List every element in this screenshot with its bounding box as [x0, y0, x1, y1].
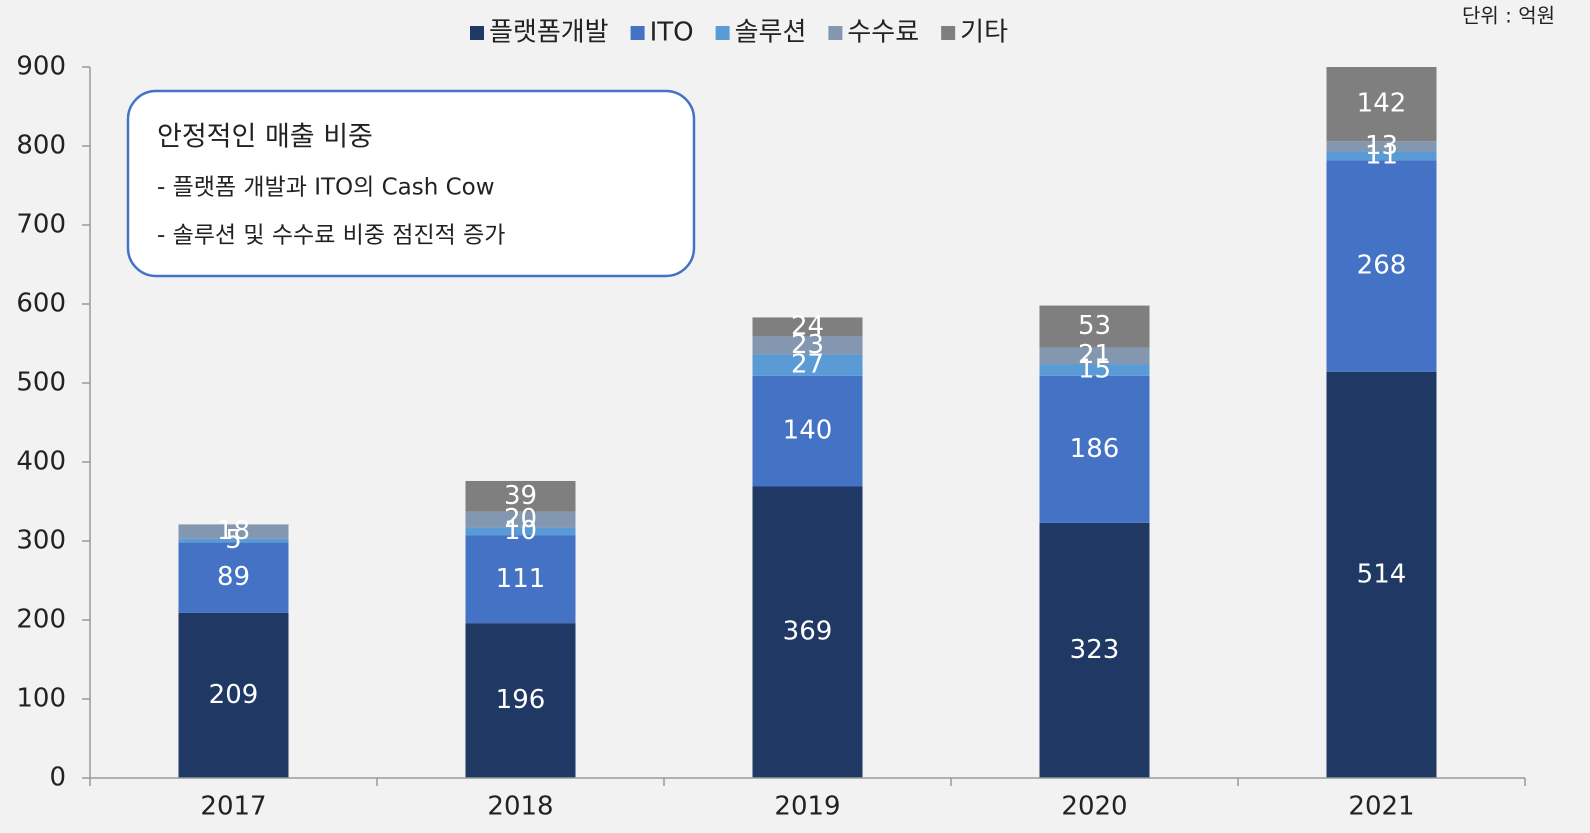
bar-segment: [465, 480, 576, 512]
value-label: 140: [783, 416, 833, 446]
y-tick-label: 0: [49, 763, 66, 793]
y-tick-label: 100: [16, 684, 66, 714]
bar-segment: [1326, 371, 1437, 778]
y-tick-label: 800: [16, 131, 66, 161]
unit-note: 단위 : 억원: [1462, 4, 1555, 28]
bar-segment: [465, 623, 576, 778]
value-label: 21: [1078, 340, 1111, 370]
bar-segment: [1326, 141, 1437, 152]
value-label: 53: [1078, 311, 1111, 341]
value-label: 142: [1357, 89, 1407, 119]
value-label: 20: [504, 504, 537, 534]
bar-segment: [1039, 347, 1150, 365]
legend-swatch: [941, 26, 956, 40]
x-tick-label: 2020: [1061, 792, 1127, 822]
legend-label: 솔루션: [735, 18, 807, 48]
bar-segment: [465, 535, 576, 624]
x-tick-label: 2017: [200, 792, 266, 822]
bar-segment: [1326, 160, 1437, 372]
bar-segment: [752, 336, 863, 355]
value-label: 268: [1357, 251, 1407, 281]
bar-segment: [1039, 375, 1150, 523]
bar-segment: [1039, 364, 1150, 376]
bar-segment: [752, 375, 863, 487]
legend-label: 수수료: [847, 18, 919, 48]
bar-segment: [1326, 151, 1437, 161]
value-label: 111: [496, 564, 546, 594]
value-label: 10: [504, 516, 537, 546]
x-tick-label: 2019: [774, 792, 840, 822]
legend-label: ITO: [650, 18, 694, 48]
y-tick-label: 200: [16, 605, 66, 635]
bars: [178, 67, 1437, 778]
value-label: 196: [496, 685, 546, 715]
legend-swatch: [715, 26, 730, 40]
value-label: 18: [217, 516, 250, 546]
value-label: 514: [1357, 559, 1407, 589]
annotation-line: - 솔루션 및 수수료 비중 점진적 증가: [157, 223, 505, 249]
bar-segment: [178, 538, 289, 543]
bar-segment: [752, 317, 863, 337]
bar-segment: [752, 354, 863, 376]
value-label: 323: [1070, 635, 1120, 665]
bar-segment: [1039, 305, 1150, 348]
legend-swatch: [630, 26, 645, 40]
x-tick-label: 2021: [1348, 792, 1414, 822]
value-label: 186: [1070, 434, 1120, 464]
bar-segment: [178, 612, 289, 778]
y-tick-label: 400: [16, 447, 66, 477]
bar-segment: [465, 527, 576, 536]
value-label: 13: [1365, 131, 1398, 161]
value-label: 5: [225, 525, 242, 555]
value-label: 11: [1365, 140, 1398, 170]
value-label: 27: [791, 350, 824, 380]
bar-segment: [178, 524, 289, 539]
y-tick-label: 700: [16, 210, 66, 240]
legend-label: 플랫폼개발: [489, 18, 609, 48]
value-label: 15: [1078, 354, 1111, 384]
bar-segment: [465, 511, 576, 528]
y-tick-label: 600: [16, 289, 66, 319]
legend-swatch: [828, 26, 843, 40]
value-label: 24: [791, 311, 824, 341]
value-label: 209: [209, 680, 259, 710]
y-tick-label: 300: [16, 526, 66, 556]
annotation-line: - 플랫폼 개발과 ITO의 Cash Cow: [157, 175, 495, 201]
y-tick-label: 500: [16, 368, 66, 398]
value-label: 89: [217, 562, 250, 592]
value-label: 23: [791, 330, 824, 360]
x-tick-label: 2018: [487, 792, 553, 822]
legend-swatch: [470, 26, 484, 40]
bar-segment: [1039, 522, 1150, 778]
legend-label: 기타: [960, 18, 1008, 48]
bar-segment: [178, 542, 289, 613]
bar-segment: [1326, 67, 1437, 142]
value-label: 369: [783, 617, 833, 647]
value-label: 39: [504, 481, 537, 511]
annotation-title: 안정적인 매출 비중: [157, 122, 373, 153]
annotation-box: [126, 89, 696, 278]
y-tick-label: 900: [16, 52, 66, 82]
bar-segment: [752, 486, 863, 778]
